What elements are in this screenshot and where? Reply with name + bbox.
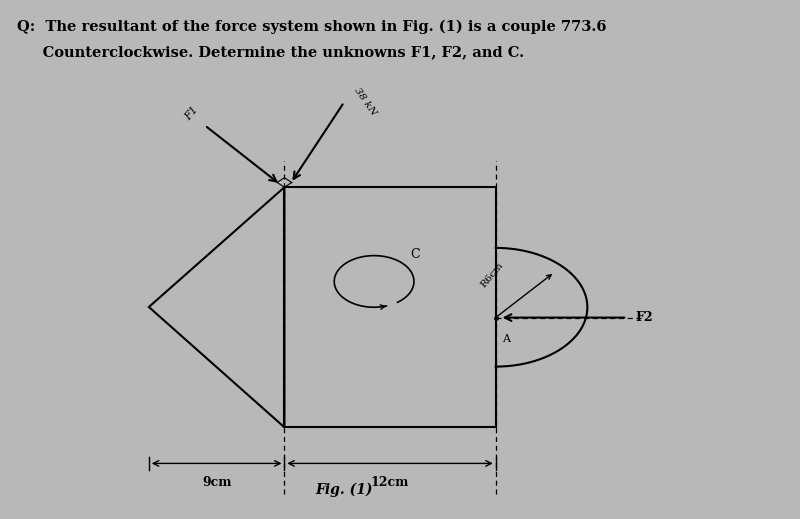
Text: 12cm: 12cm: [371, 476, 410, 489]
Text: 38 kN: 38 kN: [352, 87, 378, 118]
Text: F2: F2: [635, 311, 653, 324]
Text: Counterclockwise. Determine the unknowns F1, F2, and C.: Counterclockwise. Determine the unknowns…: [18, 45, 525, 59]
Text: F1: F1: [183, 105, 201, 122]
Text: C: C: [410, 248, 419, 261]
Text: A: A: [502, 334, 510, 344]
Text: Fig. (1): Fig. (1): [315, 483, 373, 497]
Text: Q:  The resultant of the force system shown in Fig. (1) is a couple 773.6: Q: The resultant of the force system sho…: [18, 19, 607, 34]
Text: 9cm: 9cm: [202, 476, 231, 489]
Text: R6cm: R6cm: [479, 261, 506, 290]
